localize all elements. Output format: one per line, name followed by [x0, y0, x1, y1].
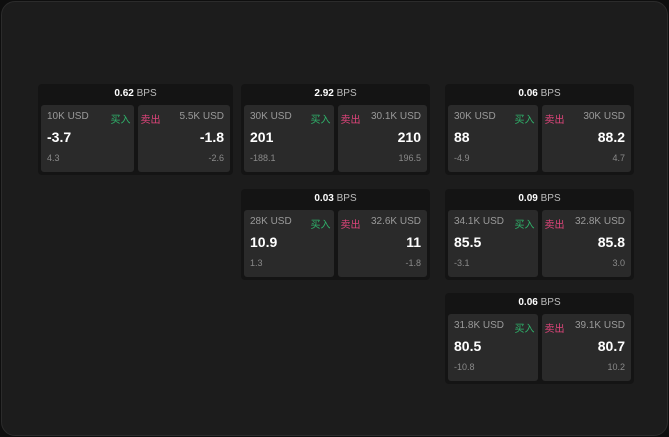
- buy-tile[interactable]: 28K USD 买入 10.9 1.3: [244, 210, 334, 277]
- sell-label: 卖出: [544, 220, 565, 231]
- sell-price: 88.2: [597, 129, 625, 145]
- buy-label: 买入: [310, 115, 331, 126]
- spread-header: 0.62 BPS: [38, 84, 233, 104]
- buy-price: 85.5: [454, 234, 482, 250]
- buy-price: 88: [454, 129, 470, 145]
- sell-size: 39.1K USD: [574, 320, 625, 331]
- sell-tile[interactable]: 32.6K USD 卖出 11 -1.8: [337, 210, 427, 277]
- buy-tile[interactable]: 10K USD 买入 -3.7 4.3: [41, 105, 134, 172]
- spread-value: 0.06: [518, 297, 538, 308]
- buy-size: 31.8K USD: [454, 320, 505, 331]
- buy-price: 80.5: [454, 338, 482, 354]
- buy-tile[interactable]: 31.8K USD 买入 80.5 -10.8: [448, 314, 538, 381]
- sell-price: 210: [397, 129, 421, 145]
- sell-change: -1.8: [405, 258, 421, 268]
- buy-change: -188.1: [250, 153, 276, 163]
- sell-label: 卖出: [340, 220, 361, 231]
- buy-tile[interactable]: 30K USD 买入 88 -4.9: [448, 105, 538, 172]
- spread-value: 0.09: [518, 193, 538, 204]
- buy-change: -4.9: [454, 153, 470, 163]
- sell-change: 10.2: [607, 362, 625, 372]
- buy-label: 买入: [110, 115, 131, 126]
- sell-label: 卖出: [544, 115, 565, 126]
- buy-size: 30K USD: [250, 111, 292, 122]
- spread-header: 0.03 BPS: [241, 189, 430, 209]
- sell-size: 32.8K USD: [574, 216, 625, 227]
- quote-card: 0.06 BPS 31.8K USD 买入 80.5 -10.8 39.1K U…: [445, 293, 634, 384]
- quote-card: 0.06 BPS 30K USD 买入 88 -4.9 30K USD 卖出 8…: [445, 84, 634, 175]
- sell-tile[interactable]: 39.1K USD 卖出 80.7 10.2: [541, 314, 631, 381]
- spread-unit: BPS: [540, 88, 561, 99]
- sell-size: 30.1K USD: [370, 111, 421, 122]
- buy-tile[interactable]: 30K USD 买入 201 -188.1: [244, 105, 334, 172]
- spread-value: 0.06: [518, 88, 538, 99]
- sell-change: 3.0: [612, 258, 625, 268]
- sell-tile[interactable]: 30.1K USD 卖出 210 196.5: [337, 105, 427, 172]
- buy-change: -10.8: [454, 362, 475, 372]
- buy-label: 买入: [514, 220, 535, 231]
- quote-card: 0.62 BPS 10K USD 买入 -3.7 4.3 5.5K USD 卖出…: [38, 84, 233, 175]
- spread-unit: BPS: [136, 88, 157, 99]
- sell-label: 卖出: [340, 115, 361, 126]
- sell-tile[interactable]: 32.8K USD 卖出 85.8 3.0: [541, 210, 631, 277]
- quote-card: 0.03 BPS 28K USD 买入 10.9 1.3 32.6K USD 卖…: [241, 189, 430, 280]
- sell-price: 80.7: [597, 338, 625, 354]
- sell-price: 85.8: [597, 234, 625, 250]
- buy-price: -3.7: [47, 129, 72, 145]
- buy-size: 30K USD: [454, 111, 496, 122]
- spread-unit: BPS: [540, 297, 561, 308]
- buy-label: 买入: [514, 115, 535, 126]
- spread-value: 2.92: [314, 88, 334, 99]
- spread-unit: BPS: [336, 88, 357, 99]
- buy-size: 34.1K USD: [454, 216, 505, 227]
- buy-label: 买入: [514, 324, 535, 335]
- spread-value: 0.62: [114, 88, 134, 99]
- sell-size: 5.5K USD: [179, 111, 224, 122]
- buy-label: 买入: [310, 220, 331, 231]
- sell-price: 11: [406, 234, 421, 250]
- spread-unit: BPS: [540, 193, 561, 204]
- sell-label: 卖出: [544, 324, 565, 335]
- spread-header: 0.09 BPS: [445, 189, 634, 209]
- sell-tile[interactable]: 30K USD 卖出 88.2 4.7: [541, 105, 631, 172]
- sell-change: 4.7: [612, 153, 625, 163]
- buy-size: 28K USD: [250, 216, 292, 227]
- buy-change: -3.1: [454, 258, 470, 268]
- sell-size: 30K USD: [583, 111, 625, 122]
- sell-size: 32.6K USD: [370, 216, 421, 227]
- buy-tile[interactable]: 34.1K USD 买入 85.5 -3.1: [448, 210, 538, 277]
- sell-change: -2.6: [208, 153, 224, 163]
- buy-price: 201: [250, 129, 274, 145]
- buy-size: 10K USD: [47, 111, 89, 122]
- sell-price: -1.8: [199, 129, 224, 145]
- sell-label: 卖出: [140, 115, 161, 126]
- spread-header: 2.92 BPS: [241, 84, 430, 104]
- sell-tile[interactable]: 5.5K USD 卖出 -1.8 -2.6: [137, 105, 230, 172]
- spread-header: 0.06 BPS: [445, 293, 634, 313]
- buy-price: 10.9: [250, 234, 278, 250]
- spread-unit: BPS: [336, 193, 357, 204]
- quote-card: 0.09 BPS 34.1K USD 买入 85.5 -3.1 32.8K US…: [445, 189, 634, 280]
- sell-change: 196.5: [398, 153, 421, 163]
- buy-change: 1.3: [250, 258, 263, 268]
- spread-value: 0.03: [314, 193, 334, 204]
- buy-change: 4.3: [47, 153, 60, 163]
- spread-header: 0.06 BPS: [445, 84, 634, 104]
- quote-card: 2.92 BPS 30K USD 买入 201 -188.1 30.1K USD…: [241, 84, 430, 175]
